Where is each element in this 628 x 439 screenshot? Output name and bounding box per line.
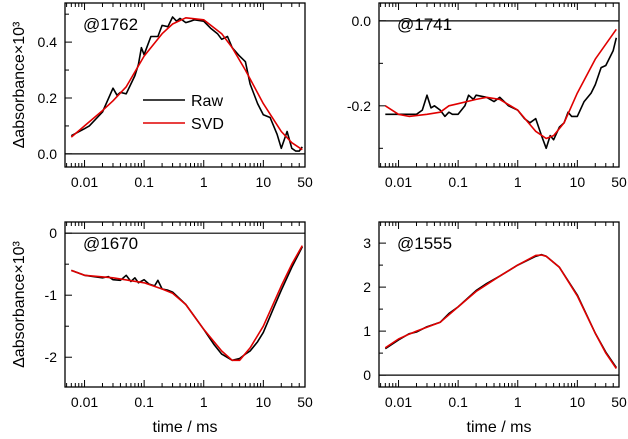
- wavenumber-annotation: @1762: [83, 15, 138, 34]
- legend-label-raw: Raw: [191, 93, 223, 110]
- series-line-svd: [71, 245, 303, 362]
- wavenumber-annotation: @1555: [397, 234, 452, 253]
- panel-2: 0.01 0.1 1 10 50 0.0 -0.2 @1741: [347, 2, 627, 190]
- y-tick-label: 1: [363, 323, 371, 339]
- y-axis-title: Δabsorbance×10³: [11, 240, 28, 367]
- y-tick-label: 2: [363, 279, 371, 295]
- y-tick-label: 0: [49, 225, 57, 241]
- x-tick-label: 50: [611, 174, 627, 190]
- plot-frame: [378, 221, 620, 388]
- x-tick-label: 10: [570, 174, 586, 190]
- x-tick-label: 0.1: [448, 174, 468, 190]
- legend-label-svd: SVD: [191, 116, 224, 133]
- x-tick-label: 10: [256, 174, 272, 190]
- plot-frame: [64, 2, 306, 168]
- series-line-raw: [384, 253, 617, 369]
- x-axis-title: time / ms: [153, 419, 218, 436]
- y-tick-label: 0.2: [38, 90, 58, 106]
- x-tick-label: 1: [514, 394, 522, 410]
- x-tick-label: 50: [611, 394, 627, 410]
- x-tick-label: 0.01: [71, 394, 98, 410]
- x-tick-label: 0.01: [71, 174, 98, 190]
- legend: Raw SVD: [143, 93, 224, 133]
- x-tick-label: 10: [570, 394, 586, 410]
- y-tick-label: -1: [45, 287, 58, 303]
- plot-frame: [378, 2, 620, 168]
- x-tick-label: 1: [200, 394, 208, 410]
- plot-frame: [64, 221, 306, 388]
- y-axis-title: Δabsorbance×10³: [11, 21, 28, 148]
- x-axis-title: time / ms: [467, 419, 532, 436]
- y-tick-label: -0.2: [347, 98, 371, 114]
- x-tick-label: 0.1: [134, 174, 154, 190]
- y-tick-label: 0: [363, 367, 371, 383]
- x-tick-label: 50: [297, 394, 313, 410]
- x-tick-label: 0.01: [385, 394, 412, 410]
- panel-3: 0.01 0.1 1 10 50 0 -1 -2 @1670 Δabsorbance×10³ tim…: [11, 221, 313, 436]
- x-tick-label: 1: [200, 174, 208, 190]
- y-tick-label: 3: [363, 235, 371, 251]
- panel-4: 0.01 0.1 1 10 50 0 1 2 3 @1555 time / ms: [363, 221, 627, 436]
- wavenumber-annotation: @1670: [83, 234, 138, 253]
- y-tick-label: -2: [45, 349, 58, 365]
- series-line-svd: [384, 28, 617, 140]
- x-tick-label: 1: [514, 174, 522, 190]
- series-line-raw: [70, 16, 303, 152]
- series-line-svd: [384, 254, 617, 369]
- wavenumber-annotation: @1741: [397, 15, 452, 34]
- x-tick-label: 0.1: [448, 394, 468, 410]
- x-tick-label: 50: [297, 174, 313, 190]
- y-tick-label: 0.4: [38, 34, 58, 50]
- y-tick-label: 0.0: [352, 13, 372, 29]
- x-tick-label: 0.1: [134, 394, 154, 410]
- panel-1: 0.01 0.1 1 10 50 0.0 0.2 0.4 @1762 Δabsorbance×10…: [11, 2, 313, 190]
- y-tick-label: 0.0: [38, 146, 58, 162]
- x-tick-label: 10: [256, 394, 272, 410]
- x-tick-label: 0.01: [385, 174, 412, 190]
- series-line-svd: [70, 17, 303, 151]
- series-line-raw: [385, 37, 618, 150]
- series-line-raw: [71, 246, 304, 362]
